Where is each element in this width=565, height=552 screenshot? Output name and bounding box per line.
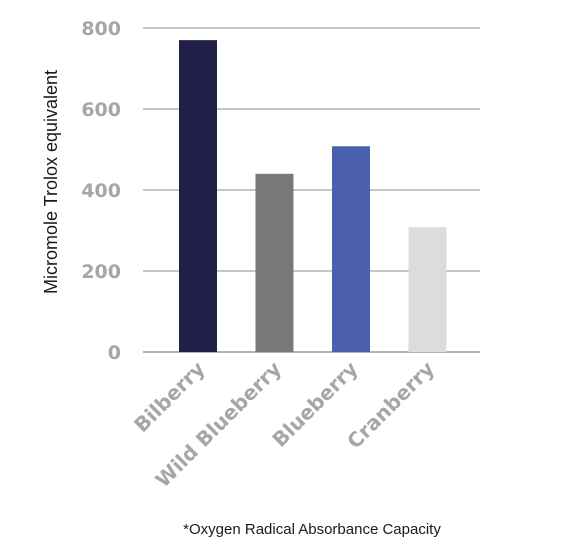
footnote: *Oxygen Radical Absorbance Capacity (183, 521, 441, 538)
y-tick-label: 400 (81, 180, 121, 202)
y-tick-labels: 0 200 400 600 800 (81, 18, 121, 364)
bar-blueberry (332, 146, 370, 352)
y-axis-label: Micromole Trolox equivalent (41, 70, 61, 294)
y-tick-label: 200 (81, 261, 121, 283)
y-tick-label: 600 (81, 99, 121, 121)
bar-cranberry (408, 227, 447, 352)
bar-bilberry (179, 40, 217, 353)
y-tick-label: 0 (108, 342, 121, 364)
x-tick-label-bilberry: Bilberry (129, 357, 209, 437)
bar-wild-blueberry (255, 173, 294, 352)
bars (179, 40, 447, 353)
y-tick-label: 800 (81, 18, 121, 40)
